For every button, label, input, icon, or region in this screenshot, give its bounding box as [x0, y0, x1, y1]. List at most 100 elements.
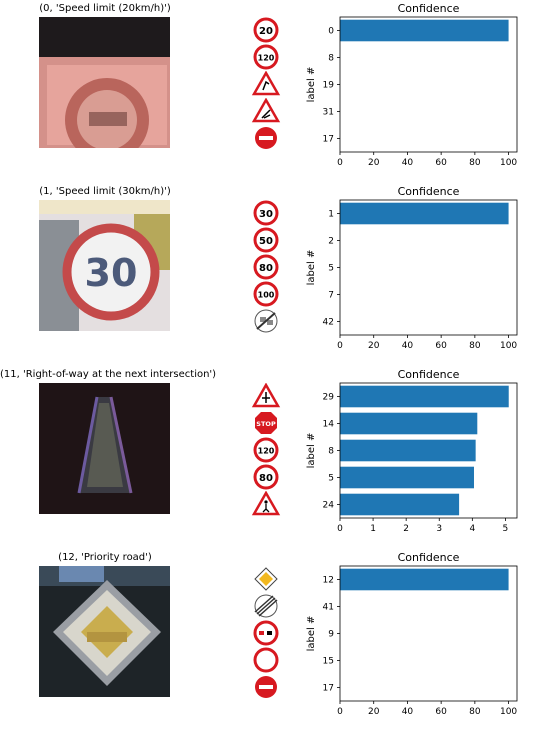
bar: [340, 385, 509, 408]
bar: [340, 412, 478, 435]
confidence-chart: Confidence 29 14 8 5 24 0 1 2 3 4 5 label #: [306, 368, 518, 534]
x-tick-label: 0: [337, 707, 343, 717]
sign-text: STOP: [256, 420, 276, 428]
y-tick-label: 0: [328, 27, 334, 37]
y-tick-label: 17: [323, 684, 334, 694]
image-title: (0, 'Speed limit (20km/h)'): [39, 3, 171, 14]
confidence-chart: Confidence 1 2 5 7 42 0 20 40 60 80 100 label #: [306, 185, 518, 351]
x-tick-label: 0: [337, 524, 343, 534]
y-axis-label: label #: [306, 616, 317, 652]
confidence-chart: Confidence 0 8 19 31 17 0 20 40 60 80 100 label #: [306, 2, 517, 168]
road-narrows-icon: [250, 97, 282, 124]
axes-frame: [339, 565, 518, 702]
pedestrians-icon: [250, 490, 282, 517]
y-tick-label: 17: [323, 135, 334, 145]
input-image: 30: [39, 200, 170, 331]
panel-2: (11, 'Right-of-way at the next intersect…: [0, 366, 556, 546]
panel-0: (0, 'Speed limit (20km/h)') 20 120 Confi…: [0, 0, 556, 180]
input-image: [39, 383, 170, 514]
bar: [340, 202, 509, 225]
y-tick-label: 5: [328, 474, 334, 484]
axes-frame: [339, 382, 518, 519]
y-tick-label: 2: [328, 237, 334, 247]
y-axis-label: label #: [306, 67, 317, 103]
x-tick-label: 40: [402, 158, 414, 168]
y-axis-label: label #: [306, 250, 317, 286]
end-of-no-passing-icon: [250, 308, 282, 334]
bar: [340, 493, 460, 516]
x-tick-label: 1: [370, 524, 376, 534]
x-tick-label: 3: [436, 524, 442, 534]
speed-limit-30-icon: 30: [250, 200, 282, 226]
no-entry-icon: [250, 674, 282, 700]
y-axis-label: label #: [306, 433, 317, 469]
right-of-way-icon: [250, 382, 282, 409]
sign-text: 50: [259, 236, 273, 247]
y-tick-label: 19: [323, 81, 335, 91]
y-tick-label: 24: [323, 501, 335, 511]
x-tick-label: 5: [503, 524, 509, 534]
y-tick-label: 29: [323, 393, 335, 403]
speed-limit-120-icon: 120: [250, 44, 282, 70]
speed-limit-100-icon: 100: [250, 281, 282, 307]
stop-icon: STOP: [250, 410, 282, 436]
no-vehicles-icon: [250, 647, 282, 673]
y-tick-label: 8: [328, 447, 334, 457]
y-tick-label: 1: [328, 210, 334, 220]
image-title: (11, 'Right-of-way at the next intersect…: [0, 369, 217, 380]
y-tick-label: 7: [328, 291, 334, 301]
y-tick-label: 14: [323, 420, 335, 430]
bar: [340, 568, 509, 591]
x-tick-label: 60: [435, 707, 447, 717]
y-tick-label: 12: [323, 576, 334, 586]
image-title: (1, 'Speed limit (30km/h)'): [39, 186, 171, 197]
x-tick-label: 2: [403, 524, 409, 534]
speed-limit-50-icon: 50: [250, 227, 282, 253]
x-tick-label: 20: [368, 707, 380, 717]
x-tick-label: 20: [368, 341, 380, 351]
confidence-chart: Confidence 12 41 9 15 17 0 20 40 60 80 100 label #: [306, 551, 518, 717]
x-tick-label: 80: [469, 341, 481, 351]
dangerous-curve-icon: [250, 70, 282, 97]
input-image: [39, 566, 170, 697]
y-tick-label: 15: [323, 657, 334, 667]
y-tick-label: 5: [328, 264, 334, 274]
x-tick-label: 40: [402, 707, 414, 717]
speed-limit-80-icon: 80: [250, 464, 282, 490]
sign-text: 80: [259, 263, 273, 274]
image-title: (12, 'Priority road'): [58, 552, 152, 563]
axes-frame: [339, 199, 518, 336]
y-tick-label: 31: [323, 108, 334, 118]
panel-1: (1, 'Speed limit (30km/h)') 30 30 50 80 …: [0, 183, 556, 363]
photo-sign-text: 30: [85, 251, 138, 295]
y-tick-label: 42: [323, 318, 334, 328]
sign-text: 20: [259, 26, 273, 37]
x-tick-label: 60: [435, 158, 447, 168]
sign-text: 100: [258, 291, 275, 300]
x-tick-label: 40: [402, 341, 414, 351]
x-tick-label: 0: [337, 158, 343, 168]
end-of-limits-icon: [250, 593, 282, 619]
chart-title: Confidence: [398, 2, 460, 15]
sign-text: 120: [258, 447, 275, 456]
x-tick-label: 80: [469, 158, 481, 168]
bar: [340, 466, 474, 489]
input-image: [39, 17, 170, 148]
x-tick-label: 100: [500, 158, 517, 168]
chart-title: Confidence: [398, 185, 460, 198]
bar: [340, 19, 509, 42]
x-tick-label: 60: [435, 341, 447, 351]
bar: [340, 439, 476, 462]
speed-limit-20-icon: 20: [250, 17, 282, 43]
chart-title: Confidence: [398, 368, 460, 381]
y-tick-label: 9: [328, 630, 334, 640]
priority-road-icon: [250, 566, 282, 592]
x-tick-label: 80: [469, 707, 481, 717]
chart-title: Confidence: [398, 551, 460, 564]
no-entry-icon: [250, 125, 282, 151]
x-tick-label: 4: [469, 524, 475, 534]
x-tick-label: 0: [337, 341, 343, 351]
sign-text: 120: [258, 54, 275, 63]
panel-3: (12, 'Priority road') Confidence 12 41 9 15 1…: [0, 549, 556, 729]
x-tick-label: 100: [500, 341, 517, 351]
